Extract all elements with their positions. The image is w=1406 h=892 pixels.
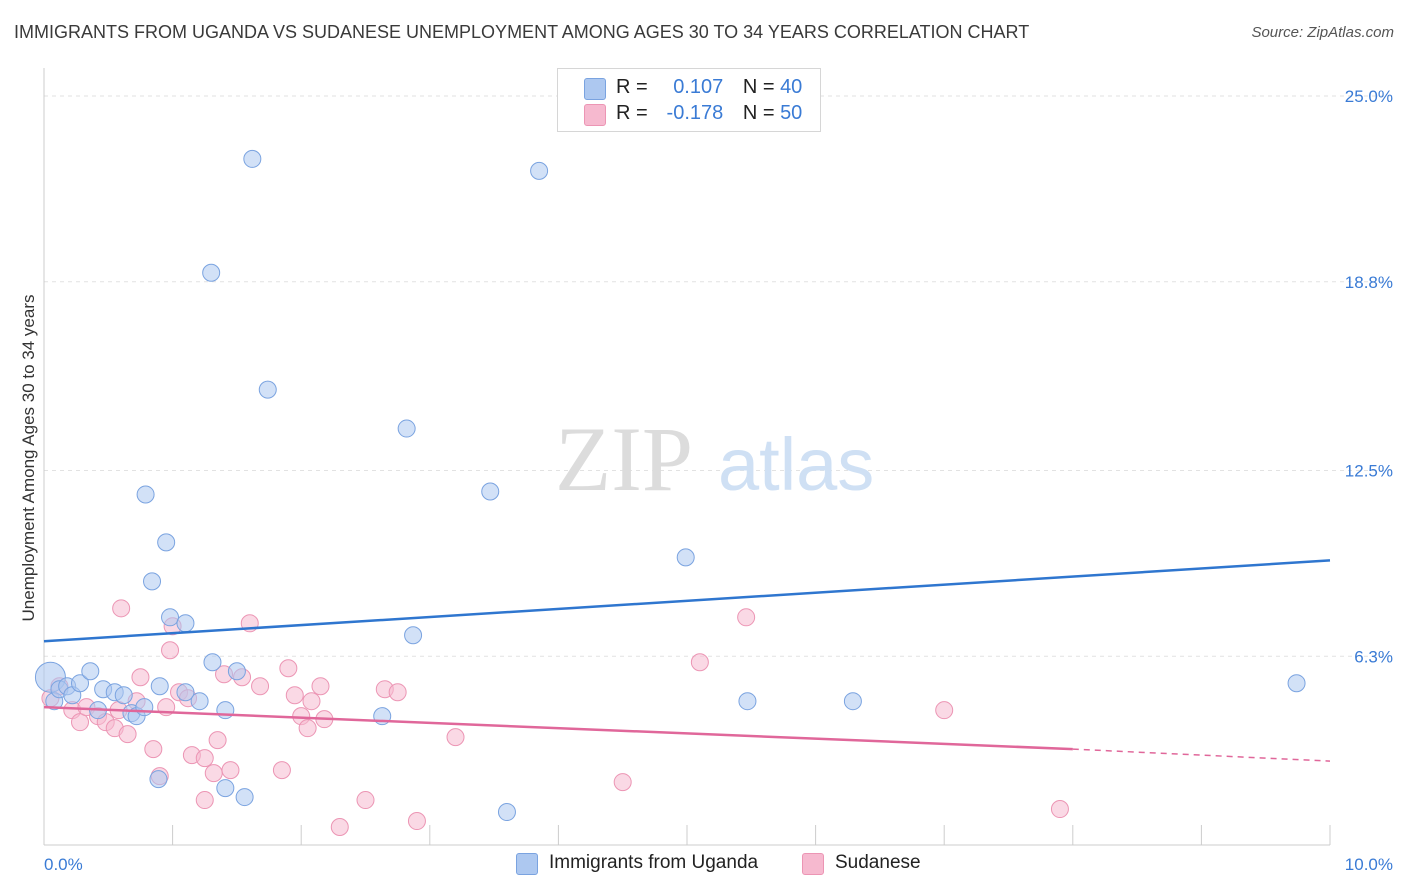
sudanese-point-45 <box>690 653 709 672</box>
uganda-point-40 <box>1287 674 1306 693</box>
sudanese-point-46 <box>737 608 756 627</box>
uganda-point-35 <box>497 803 516 822</box>
legend-r-label: R = <box>616 102 648 124</box>
sudanese-point-30 <box>272 761 291 780</box>
uganda-point-19 <box>161 608 180 627</box>
sudanese-point-39 <box>356 791 375 810</box>
sudanese-point-31 <box>279 659 298 678</box>
sudanese-point-9 <box>112 599 131 618</box>
uganda-point-26 <box>216 701 235 720</box>
uganda-point-16 <box>149 770 168 789</box>
chart-title: IMMIGRANTS FROM UGANDA VS SUDANESE UNEMP… <box>14 22 1030 42</box>
legend-r-label: R = <box>616 76 648 98</box>
y-tick-labels: 6.3% 12.5% 18.8% 25.0% <box>1345 87 1393 666</box>
bottom-legend-label-uganda: Immigrants from Uganda <box>549 852 759 873</box>
uganda-point-22 <box>190 692 209 711</box>
uganda-point-13 <box>136 485 155 504</box>
uganda-point-24 <box>203 653 222 672</box>
y-tick-label-2: 18.8% <box>1345 273 1393 292</box>
correlation-legend: R = 0.107 N = 40 R = -0.178 N = 50 <box>557 68 821 132</box>
uganda-point-28 <box>235 788 254 807</box>
uganda-point-29 <box>243 149 262 168</box>
trend-line-uganda <box>43 559 1331 643</box>
uganda-point-20 <box>176 614 195 633</box>
sudanese-point-10 <box>118 725 137 744</box>
sudanese-point-42 <box>407 812 426 831</box>
watermark: ZIP atlas <box>555 408 874 510</box>
uganda-point-32 <box>397 419 416 438</box>
legend-n-value-sudanese: 50 <box>780 102 803 124</box>
bottom-legend-swatch-uganda <box>516 853 538 875</box>
y-tick-label-1: 12.5% <box>1345 462 1393 481</box>
bottom-legend-swatch-sudanese <box>802 853 824 875</box>
uganda-point-6 <box>81 662 100 681</box>
sudanese-point-32 <box>285 686 304 705</box>
sudanese-point-13 <box>144 740 163 759</box>
sudanese-point-26 <box>221 761 240 780</box>
sudanese-point-16 <box>161 641 180 660</box>
y-tick-label-0: 6.3% <box>1354 647 1393 666</box>
sudanese-point-29 <box>251 677 270 696</box>
uganda-point-33 <box>404 626 423 645</box>
y-tick-label-3: 25.0% <box>1345 87 1393 106</box>
x-tick-labels: 0.0% 10.0% <box>44 855 1393 874</box>
uganda-point-27 <box>227 662 246 681</box>
uganda-point-34 <box>481 482 500 501</box>
trend-line-sudanese-extension <box>1072 748 1331 762</box>
legend-r-value-uganda: 0.107 <box>673 76 724 98</box>
legend-r-value-sudanese: -0.178 <box>666 102 724 124</box>
legend-swatch-uganda <box>584 78 606 100</box>
trend-lines <box>43 559 1331 762</box>
x-tick-label-1: 10.0% <box>1345 855 1393 874</box>
uganda-point-39 <box>843 692 862 711</box>
series-sudanese-points <box>41 599 1069 837</box>
uganda-point-14 <box>135 698 154 717</box>
legend-n-label: N = <box>742 102 775 124</box>
sudanese-point-24 <box>208 731 227 750</box>
legend-n-label: N = <box>742 76 775 98</box>
uganda-point-17 <box>150 677 169 696</box>
sudanese-point-47 <box>935 701 954 720</box>
sudanese-point-34 <box>298 719 317 738</box>
uganda-point-38 <box>738 692 757 711</box>
sudanese-point-38 <box>330 818 349 837</box>
watermark-zip: ZIP <box>555 408 693 510</box>
sudanese-point-41 <box>388 683 407 702</box>
uganda-point-30 <box>258 380 277 399</box>
legend-n-value-uganda: 40 <box>780 76 803 98</box>
sudanese-point-22 <box>195 749 214 768</box>
source-label: Source: ZipAtlas.com <box>1251 24 1394 41</box>
sudanese-point-35 <box>302 692 321 711</box>
uganda-point-10 <box>114 686 133 705</box>
uganda-point-15 <box>143 572 162 591</box>
sudanese-point-23 <box>204 764 223 783</box>
axes <box>43 68 1331 846</box>
x-tick-label-0: 0.0% <box>44 855 83 874</box>
trend-line-sudanese <box>43 705 1073 751</box>
watermark-atlas: atlas <box>718 423 874 506</box>
uganda-point-5 <box>71 674 90 693</box>
sudanese-point-21 <box>195 791 214 810</box>
uganda-point-36 <box>530 161 549 180</box>
uganda-point-18 <box>157 533 176 552</box>
uganda-point-25 <box>216 779 235 798</box>
gridlines <box>44 95 1392 657</box>
sudanese-point-3 <box>71 713 90 732</box>
sudanese-point-12 <box>131 668 150 687</box>
legend-swatch-sudanese <box>584 104 606 126</box>
sudanese-point-44 <box>613 773 632 792</box>
uganda-point-23 <box>202 263 221 282</box>
uganda-point-21 <box>176 683 195 702</box>
y-axis-label: Unemployment Among Ages 30 to 34 years <box>19 295 38 622</box>
sudanese-point-36 <box>311 677 330 696</box>
uganda-point-37 <box>676 548 695 567</box>
sudanese-point-43 <box>446 728 465 747</box>
sudanese-point-48 <box>1050 800 1069 819</box>
bottom-legend-label-sudanese: Sudanese <box>835 852 921 873</box>
